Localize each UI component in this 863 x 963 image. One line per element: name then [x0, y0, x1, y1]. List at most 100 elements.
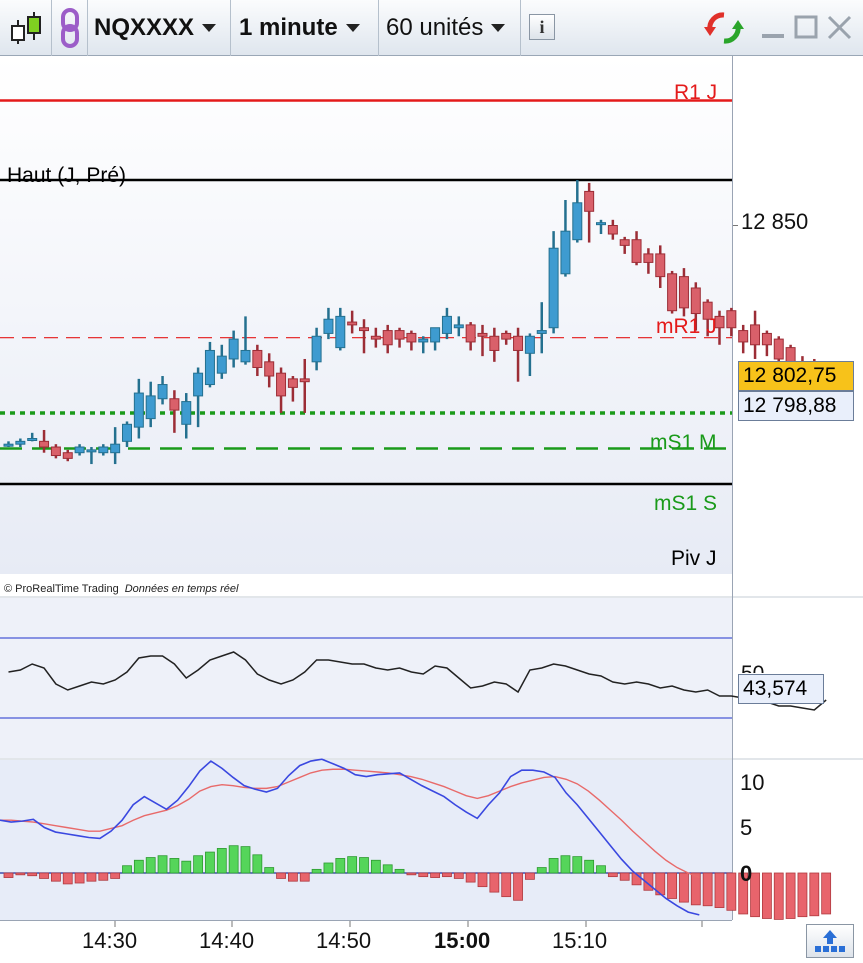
candle-body [74, 446, 85, 454]
histogram-bar [750, 872, 760, 918]
x-tick-label: 14:40 [199, 928, 255, 953]
histogram-bar [15, 872, 26, 876]
candle-body [607, 225, 618, 235]
histogram-bar [465, 872, 476, 883]
macd-tick-0: 0 [740, 861, 753, 886]
candle-body [418, 338, 429, 343]
price-panel[interactable] [0, 56, 732, 574]
histogram-bar [3, 872, 14, 878]
histogram-bar [193, 855, 204, 874]
info-button[interactable]: i [529, 14, 555, 40]
histogram-bar [27, 872, 38, 877]
macd-tick-5: 5 [740, 815, 753, 840]
histogram-bar [347, 856, 358, 874]
candle-body [39, 440, 50, 448]
histogram-bar [181, 860, 192, 874]
link-button[interactable] [52, 0, 88, 56]
candle-body [524, 335, 535, 354]
chevron-down-icon [491, 24, 506, 32]
chain-link-icon [60, 8, 79, 48]
candle-body [193, 372, 204, 397]
histogram-bar [785, 872, 796, 919]
chart-type-button[interactable] [0, 0, 52, 56]
candle-body [347, 321, 358, 326]
osc-partial-tick: 50 [741, 665, 771, 673]
macd-panel[interactable] [0, 760, 732, 920]
histogram-bar [418, 872, 429, 878]
swap-arrows-icon[interactable] [702, 10, 746, 46]
candle-body [228, 338, 239, 360]
level-label-r1: R1 J [674, 81, 718, 104]
histogram-bar [690, 872, 701, 906]
candle-body [465, 324, 476, 343]
realtime-note: Données en temps réel [124, 583, 239, 595]
histogram-bar [62, 872, 73, 885]
macd-tick-10: 10 [740, 770, 765, 795]
x-tick-label: 15:00 [434, 928, 491, 953]
timeframe-selector[interactable]: 1 minute [231, 0, 379, 56]
histogram-bar [797, 872, 808, 918]
histogram-bar [98, 872, 109, 881]
candle-body [430, 327, 441, 343]
candle-body [204, 349, 215, 386]
histogram-bar [39, 872, 49, 879]
histogram-bar [264, 867, 275, 874]
osc-line [8, 651, 827, 711]
candle-body [702, 301, 713, 320]
units-selector[interactable]: 60 unités [379, 0, 521, 56]
histogram-bar [86, 872, 97, 882]
histogram-bar [667, 872, 677, 899]
histogram-bar [228, 845, 239, 874]
chart-toolbar: NQXXXX 1 minute 60 unités i [0, 0, 863, 56]
candle-body [62, 452, 73, 459]
candle-body [216, 355, 227, 374]
candle-body [299, 378, 310, 383]
candle-body [619, 239, 630, 246]
scroll-to-latest-button[interactable] [806, 924, 854, 958]
candle-body [264, 361, 275, 377]
histogram-bar [655, 872, 666, 896]
candle-body [773, 338, 784, 360]
candle-body [50, 446, 61, 457]
candle-body [169, 398, 180, 411]
level-label-ms1-s: mS1 S [654, 492, 718, 515]
histogram-bar [122, 865, 132, 874]
candle-body [240, 349, 251, 363]
units-label: 60 unités [386, 14, 484, 41]
histogram-bar [157, 855, 168, 874]
minimize-icon[interactable] [760, 12, 788, 42]
level-label-pivot: Piv J [671, 547, 717, 570]
histogram-bar [560, 855, 571, 874]
histogram-bar [738, 872, 749, 915]
level-label-ms1-m: mS1 M [650, 431, 717, 454]
candle-body [477, 332, 488, 337]
candle-body [122, 423, 132, 442]
histogram-bar [311, 868, 322, 874]
oscillator-panel[interactable] [0, 598, 732, 758]
histogram-bar [276, 872, 286, 879]
histogram-bar [335, 858, 346, 874]
candle-body [714, 315, 725, 329]
candle-body [145, 395, 156, 420]
candle-body [359, 327, 369, 332]
signal-line [0, 768, 700, 879]
candle-body [335, 315, 346, 349]
close-icon[interactable] [826, 12, 854, 42]
candlestick-icon [10, 12, 41, 44]
maximize-icon[interactable] [793, 12, 821, 42]
histogram-bar [714, 872, 725, 908]
candle-body [501, 332, 512, 340]
candle-body [548, 247, 559, 329]
histogram-bar [370, 859, 381, 874]
symbol-selector[interactable]: NQXXXX [88, 0, 231, 56]
candle-body [382, 330, 393, 346]
chart-canvas[interactable] [0, 56, 863, 963]
histogram-bar [216, 848, 227, 874]
candle-body [643, 253, 654, 263]
candle-body [584, 190, 595, 212]
osc-value-tag: 43,574 [738, 674, 824, 704]
histogram-bar [51, 872, 61, 882]
histogram-bar [382, 864, 393, 874]
candle-body [86, 449, 97, 453]
chevron-down-icon [345, 24, 360, 32]
